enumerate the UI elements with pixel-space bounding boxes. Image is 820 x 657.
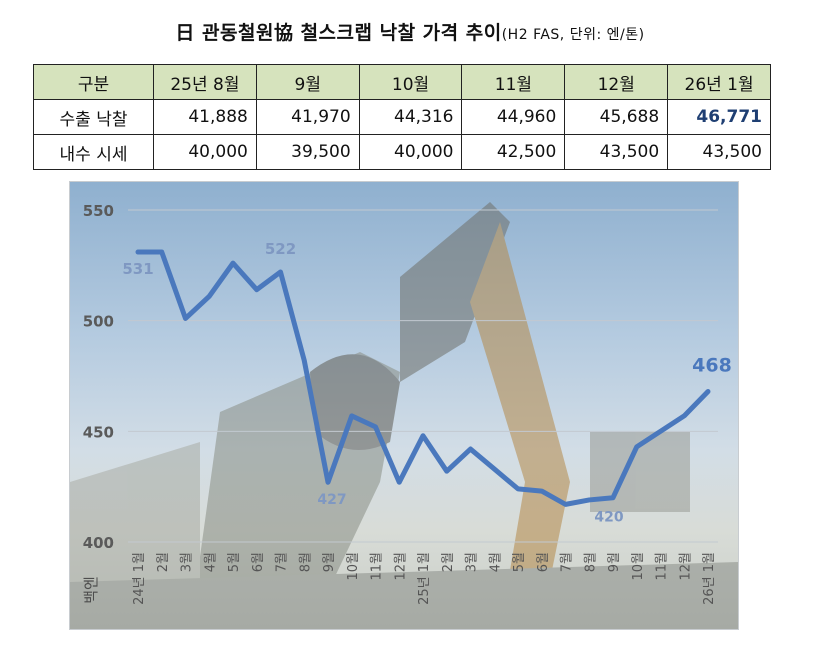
table-header-cell: 구분: [33, 64, 154, 100]
x-tick-label: 9월: [607, 552, 622, 572]
table-cell: 41,888: [153, 99, 257, 135]
table-header-row: 구분 25년 8월 9월 10월 11월 12월 26년 1월: [33, 64, 771, 100]
table-cell-highlight: 46,771: [667, 99, 771, 135]
x-tick-label: 6월: [251, 552, 266, 572]
table-row-domestic: 내수 시세 40,000 39,500 40,000 42,500 43,500…: [33, 134, 771, 170]
table-header-cell: 10월: [358, 64, 463, 100]
y-axis-label: 백엔: [82, 576, 100, 604]
x-tick-label: 2월: [441, 552, 456, 572]
x-tick-label: 10월: [631, 552, 646, 581]
data-label: 427: [317, 492, 346, 508]
x-tick-label: 9월: [322, 552, 337, 572]
title-main: 日 관동철원協 철스크랩 낙찰 가격 추이: [175, 22, 502, 44]
table-cell: 39,500: [255, 134, 360, 170]
x-tick-label: 2월: [156, 552, 171, 572]
x-tick-label: 12월: [678, 552, 693, 581]
data-label: 522: [265, 240, 296, 258]
table-header-cell: 9월: [255, 64, 360, 100]
table-cell: 40,000: [153, 134, 257, 170]
line-chart: 400 450 500 550 24년 1월 2월 3월 4월 5월 6월 7월 8월 9월 10월 11…: [69, 181, 739, 630]
x-tick-label: 7월: [560, 552, 575, 572]
y-tick-label: 450: [83, 423, 114, 441]
table-cell: 42,500: [461, 134, 566, 170]
y-tick-label: 500: [83, 313, 114, 331]
x-tick-label: 25년 1월: [417, 552, 432, 605]
x-tick-label: 7월: [275, 552, 290, 572]
x-tick-label: 4월: [203, 552, 218, 572]
x-tick-label: 3월: [465, 552, 480, 572]
x-tick-label: 6월: [536, 552, 551, 572]
x-tick-label: 12월: [393, 552, 408, 581]
data-labels: 531 522 427 420 468: [122, 240, 731, 526]
data-label: 420: [594, 510, 623, 526]
x-tick-label: 26년 1월: [702, 552, 717, 605]
table-cell: 43,500: [564, 134, 669, 170]
x-tick-label: 24년 1월: [132, 552, 147, 605]
row-label: 내수 시세: [33, 134, 154, 170]
data-label: 468: [692, 354, 732, 376]
data-label: 531: [122, 260, 153, 278]
table-header-cell: 11월: [461, 64, 566, 100]
series-line: [135, 249, 711, 507]
table-cell: 43,500: [667, 134, 771, 170]
y-tick-label: 400: [83, 534, 114, 552]
table-header-cell: 25년 8월: [153, 64, 257, 100]
x-tick-label: 10월: [346, 552, 361, 581]
x-tick-label: 11월: [655, 552, 670, 581]
x-tick-label: 5월: [227, 552, 242, 572]
y-tick-label: 550: [83, 202, 114, 220]
table-row-export: 수출 낙찰 41,888 41,970 44,316 44,960 45,688…: [33, 99, 771, 135]
x-tick-label: 5월: [512, 552, 527, 572]
chart-svg: 400 450 500 550 24년 1월 2월 3월 4월 5월 6월 7월 8월 9월 10월 11…: [70, 202, 738, 629]
title-sub: (H2 FAS, 단위: 엔/톤): [501, 27, 645, 43]
x-tick-label: 4월: [488, 552, 503, 572]
grid: [128, 209, 718, 543]
row-label: 수출 낙찰: [33, 99, 154, 135]
x-tick-label: 8월: [298, 552, 313, 572]
table-cell: 41,970: [255, 99, 360, 135]
x-tick-label: 11월: [370, 552, 385, 581]
table-cell: 45,688: [564, 99, 669, 135]
x-axis: 24년 1월 2월 3월 4월 5월 6월 7월 8월 9월 10월 11월 12월 25년 1월 2월 3…: [132, 552, 717, 605]
price-table: 구분 25년 8월 9월 10월 11월 12월 26년 1월 수출 낙찰 41…: [33, 64, 771, 170]
table-header-cell: 12월: [564, 64, 669, 100]
table-header-cell: 26년 1월: [667, 64, 771, 100]
x-tick-label: 3월: [180, 552, 195, 572]
x-tick-label: 8월: [583, 552, 598, 572]
table-cell: 44,960: [461, 99, 566, 135]
table-cell: 40,000: [358, 134, 463, 170]
table-cell: 44,316: [358, 99, 463, 135]
page-title: 日 관동철원協 철스크랩 낙찰 가격 추이(H2 FAS, 단위: 엔/톤): [0, 18, 820, 45]
y-axis: 400 450 500 550: [83, 202, 114, 552]
